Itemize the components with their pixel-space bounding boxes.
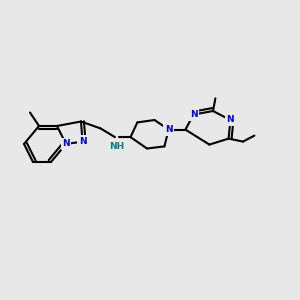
Text: NH: NH [109, 142, 124, 151]
Text: N: N [79, 137, 86, 146]
Text: N: N [190, 110, 197, 119]
Text: N: N [62, 140, 70, 148]
Text: N: N [165, 125, 172, 134]
Text: N: N [226, 116, 234, 124]
